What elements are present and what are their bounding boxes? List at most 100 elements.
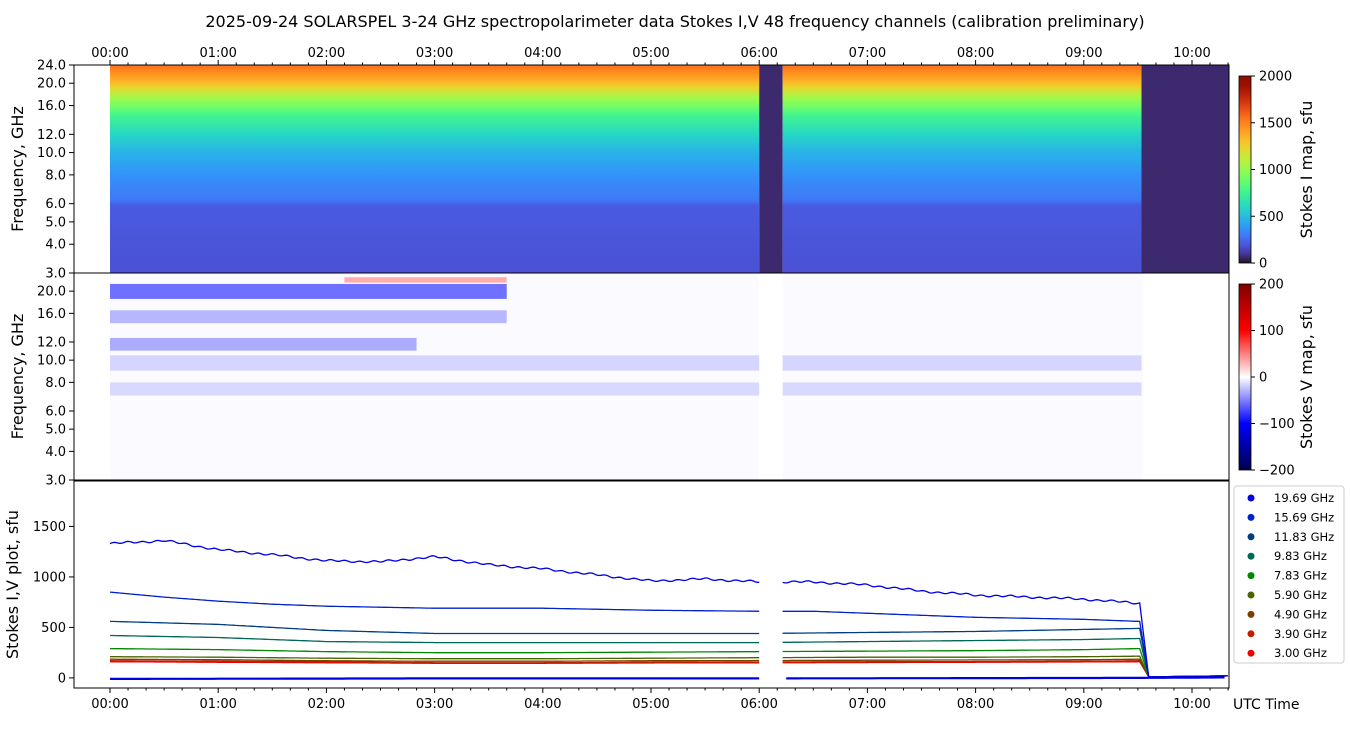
y-tick-label: 5.0: [45, 215, 66, 230]
legend-marker: [1247, 630, 1255, 638]
colorbar-tick-label: 100: [1259, 324, 1284, 339]
legend-label: 11.83 GHz: [1274, 530, 1334, 544]
colorbar-tick-label: 0: [1259, 371, 1267, 386]
legend-label: 19.69 GHz: [1274, 491, 1334, 505]
x-tick-label-bottom: 10:00: [1173, 697, 1210, 712]
y-tick-label: 8.0: [45, 168, 66, 183]
legend-marker: [1247, 610, 1255, 618]
y-tick-label: 8.0: [45, 376, 66, 391]
legend-label: 7.83 GHz: [1274, 569, 1327, 583]
legend-marker: [1247, 591, 1255, 599]
x-tick-label-bottom: 08:00: [957, 697, 994, 712]
stokes-v-band: [110, 382, 1142, 396]
legend-marker: [1247, 649, 1255, 657]
series-line: [109, 591, 1228, 678]
y-tick-label: 4.0: [45, 445, 66, 460]
legend-marker: [1247, 533, 1255, 541]
y-tick-label: 3.0: [45, 267, 66, 282]
colorbar-tick-label: −200: [1259, 464, 1295, 479]
y-tick-label: 0: [58, 671, 66, 686]
y-tick-label: 12.0: [37, 336, 66, 351]
x-tick-label-top: 07:00: [849, 46, 886, 61]
series-line: [110, 647, 1228, 678]
x-tick-label-bottom: 07:00: [849, 697, 886, 712]
x-tick-label-bottom: 06:00: [740, 697, 777, 712]
stokes-v-band: [110, 355, 1142, 371]
x-tick-label-bottom: 09:00: [1065, 697, 1102, 712]
series-line: [109, 661, 1228, 678]
x-tick-label-bottom: 05:00: [632, 697, 669, 712]
y-tick-label: 3.0: [45, 474, 66, 489]
y-tick-label: 16.0: [37, 99, 66, 114]
y-tick-label: 10.0: [37, 146, 66, 161]
y-axis-label: Frequency, GHz: [8, 314, 27, 440]
legend-marker: [1247, 572, 1255, 580]
legend-box: [1233, 485, 1345, 664]
colorbar-tick-label: −100: [1259, 417, 1295, 432]
y-tick-label: 1000: [33, 570, 66, 585]
x-tick-label-top: 00:00: [91, 46, 128, 61]
colorbar-tick-label: 1500: [1259, 116, 1292, 131]
x-axis-label: UTC Time: [1233, 697, 1299, 713]
y-tick-label: 24.0: [37, 59, 66, 74]
x-tick-label-bottom: 00:00: [91, 697, 128, 712]
x-tick-label-bottom: 02:00: [308, 697, 345, 712]
x-tick-label-top: 06:00: [740, 46, 777, 61]
legend-label: 3.90 GHz: [1274, 627, 1327, 641]
legend: 19.69 GHz 15.69 GHz 11.83 GHz 9.83 GHz 7.83 …: [1233, 485, 1345, 664]
stokes-i-segment: [110, 65, 760, 273]
legend-label: 4.90 GHz: [1274, 607, 1327, 621]
series-line: [109, 539, 1228, 678]
x-tick-label-top: 01:00: [199, 46, 236, 61]
series-line: [110, 634, 1228, 678]
legend-marker: [1247, 552, 1255, 560]
legend-label: 9.83 GHz: [1274, 549, 1327, 563]
colorbar-tick-label: 1000: [1259, 163, 1292, 178]
colorbar-tick-label: 500: [1259, 210, 1284, 225]
y-tick-label: 16.0: [37, 307, 66, 322]
y-axis-label: Stokes I,V plot, sfu: [3, 510, 22, 659]
y-tick-label: 12.0: [37, 128, 66, 143]
y-tick-label: 10.0: [37, 354, 66, 369]
y-tick-label: 20.0: [37, 77, 66, 92]
stokes-i-segment: [782, 65, 1142, 273]
y-tick-label: 6.0: [45, 405, 66, 420]
y-tick-label: 500: [41, 621, 66, 636]
x-tick-label-bottom: 04:00: [524, 697, 561, 712]
y-tick-label: 1500: [33, 520, 66, 535]
stokes-v-band: [110, 310, 507, 324]
colorbar-tick-label: 0: [1259, 257, 1267, 272]
x-tick-label-top: 05:00: [632, 46, 669, 61]
stokes-i-map-panel: [110, 65, 1229, 273]
y-tick-label: 6.0: [45, 197, 66, 212]
legend-label: 15.69 GHz: [1274, 510, 1334, 524]
stokes-i-gap: [759, 65, 783, 273]
stokes-v-band: [110, 283, 507, 299]
x-tick-label-top: 02:00: [308, 46, 345, 61]
colorbar: [1238, 283, 1252, 471]
y-tick-label: 5.0: [45, 423, 66, 438]
series-line: [110, 620, 1228, 678]
x-tick-label-bottom: 03:00: [416, 697, 453, 712]
colorbar: [1238, 75, 1252, 264]
colorbar-tick-label: 2000: [1259, 70, 1292, 85]
colorbar-label: Stokes V map, sfu: [1297, 305, 1316, 449]
stokes-v-gap: [759, 273, 783, 480]
figure-title: 2025-09-24 SOLARSPEL 3-24 GHz spectropol…: [205, 12, 1144, 31]
legend-label: 5.90 GHz: [1274, 588, 1327, 602]
x-tick-label-bottom: 01:00: [199, 697, 236, 712]
series-line: [110, 655, 1228, 678]
legend-marker: [1247, 494, 1255, 502]
stokes-v-map-panel: [110, 273, 1229, 480]
x-tick-label-top: 03:00: [416, 46, 453, 61]
stokes-i-night: [1141, 65, 1229, 273]
stokes-plot-panel: [109, 539, 1228, 680]
stokes-v-background: [110, 273, 1229, 480]
x-tick-label-top: 04:00: [524, 46, 561, 61]
x-tick-label-top: 08:00: [957, 46, 994, 61]
series-line: [110, 660, 1228, 678]
legend-marker: [1247, 513, 1255, 521]
y-tick-label: 4.0: [45, 238, 66, 253]
